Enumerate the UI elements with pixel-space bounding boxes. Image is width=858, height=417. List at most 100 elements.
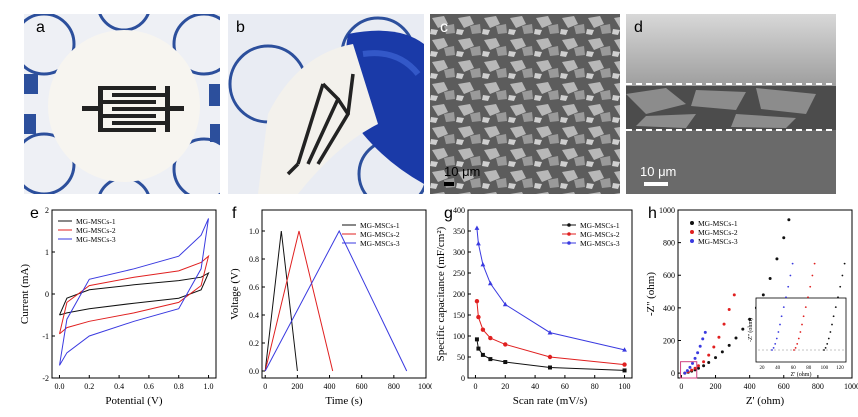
- f-y-tick-label: 0.0: [249, 367, 259, 376]
- h-inset-point: [843, 262, 846, 265]
- h-inset-x-tick-label: 100: [821, 366, 829, 371]
- h-inset-point: [837, 296, 839, 299]
- e-legend-label: MG-MSCs-2: [76, 226, 116, 235]
- f-y-tick-label: 0.8: [249, 255, 259, 264]
- g-data-point: [547, 330, 553, 335]
- h-inset-point: [834, 306, 837, 309]
- g-data-point: [474, 337, 479, 342]
- g-x-tick-label: 0: [473, 382, 477, 391]
- h-legend-marker: [690, 239, 694, 243]
- h-data-point: [707, 361, 711, 365]
- scale-text-c: 10 μm: [444, 164, 481, 179]
- h-inset-point: [831, 323, 833, 326]
- h-data-point: [748, 317, 752, 321]
- g-legend-label: MG-MSCs-2: [580, 230, 620, 239]
- h-data-point: [734, 336, 738, 340]
- photo-a: a: [24, 14, 220, 194]
- h-inset-point: [779, 323, 781, 326]
- h-inset-point: [824, 347, 827, 349]
- g-data-point: [476, 346, 481, 351]
- g-y-tick-label: 150: [453, 311, 465, 320]
- h-inset-point: [807, 296, 809, 299]
- h-inset-point: [823, 349, 825, 351]
- f-x-tick-label: 1000: [418, 382, 432, 391]
- h-inset-point: [799, 331, 802, 333]
- e-x-axis-label: Potential (V): [105, 395, 162, 407]
- g-data-point: [622, 368, 627, 373]
- e-y-tick-label: -1: [42, 332, 49, 341]
- panel-label-e: e: [30, 205, 39, 222]
- h-inset-point: [826, 342, 829, 345]
- h-data-point: [693, 356, 697, 360]
- f-x-tick-label: 400: [324, 382, 336, 391]
- e-x-tick-label: 0.8: [174, 382, 184, 391]
- h-data-point: [712, 345, 716, 349]
- g-data-point: [503, 342, 508, 347]
- h-data-point: [717, 335, 721, 339]
- f-y-tick-label: 0.6: [249, 283, 259, 292]
- h-data-point: [693, 366, 697, 370]
- h-legend-label: MG-MSCs-1: [698, 219, 738, 228]
- f-series-line: [264, 230, 298, 372]
- h-data-point: [702, 360, 706, 364]
- photo-b-image: [228, 14, 424, 194]
- h-y-tick-label: 0: [671, 369, 675, 378]
- g-y-axis-label: Specific capacitance (mF/cm²): [435, 226, 447, 361]
- e-x-tick-label: 0.2: [84, 382, 94, 391]
- h-inset-point: [802, 315, 805, 318]
- h-inset-point: [774, 342, 777, 345]
- h-data-point: [698, 344, 702, 348]
- e-series-line: [59, 218, 209, 366]
- g-x-tick-label: 60: [561, 382, 569, 391]
- h-data-point: [688, 365, 692, 369]
- e-series-line: [59, 271, 210, 316]
- g-data-point: [622, 362, 627, 367]
- h-inset-point: [797, 337, 800, 340]
- g-y-tick-label: 100: [453, 332, 465, 341]
- h-inset-point: [801, 323, 803, 326]
- g-y-tick-label: 400: [453, 206, 465, 215]
- h-inset-point: [839, 285, 842, 288]
- chart-h-nyquist: 0 200 400 600 800 1000 0 200 400 600 800 1000 Z' (oh…: [645, 206, 858, 407]
- panel-label-f: f: [232, 205, 237, 222]
- e-x-tick-label: 1.0: [204, 382, 214, 391]
- h-legend-marker: [690, 221, 694, 225]
- h-inset-point: [827, 337, 830, 340]
- h-y-tick-label: 1000: [659, 206, 675, 215]
- h-inset-point: [829, 331, 832, 333]
- h-data-point: [787, 218, 791, 222]
- g-y-tick-label: 50: [457, 353, 465, 362]
- h-inset-x-tick-label: 40: [775, 366, 781, 371]
- e-series-line: [59, 254, 210, 335]
- h-inset-x-label: Z' (ohm): [791, 371, 812, 378]
- g-data-point: [480, 352, 485, 357]
- h-data-point: [768, 277, 772, 281]
- panel-label-d: d: [634, 19, 643, 36]
- h-legend-label: MG-MSCs-3: [698, 237, 738, 246]
- h-inset-point: [780, 315, 783, 318]
- panel-label-b: b: [236, 19, 245, 36]
- h-data-point: [732, 293, 736, 297]
- h-inset-x-tick-label: 60: [791, 366, 797, 371]
- sem-surface-image: [430, 14, 620, 194]
- electrode-pattern: [82, 86, 184, 132]
- h-inset-point: [775, 337, 778, 340]
- h-inset-x-tick-label: 20: [760, 366, 766, 371]
- h-inset-point: [791, 262, 794, 265]
- h-data-point: [696, 364, 700, 368]
- g-x-tick-label: 80: [591, 382, 599, 391]
- photo-c-sem: c 10 μm: [430, 14, 620, 194]
- g-data-point: [548, 365, 552, 370]
- chart-g-capacitance: 0 20 40 60 80 100 0 50 100 150 200 250 300 350 400 Scan…: [435, 206, 633, 407]
- h-data-point: [714, 356, 718, 360]
- f-plot-frame: [261, 209, 427, 379]
- h-inset-point: [793, 349, 795, 351]
- g-data-point: [476, 314, 481, 320]
- h-data-point: [720, 350, 724, 354]
- h-data-point: [683, 371, 687, 375]
- h-data-point: [782, 236, 786, 240]
- scale-bar-d: [644, 182, 668, 186]
- f-x-tick-label: 0: [263, 382, 267, 391]
- g-data-point: [502, 301, 508, 307]
- h-y-tick-label: 800: [663, 239, 675, 248]
